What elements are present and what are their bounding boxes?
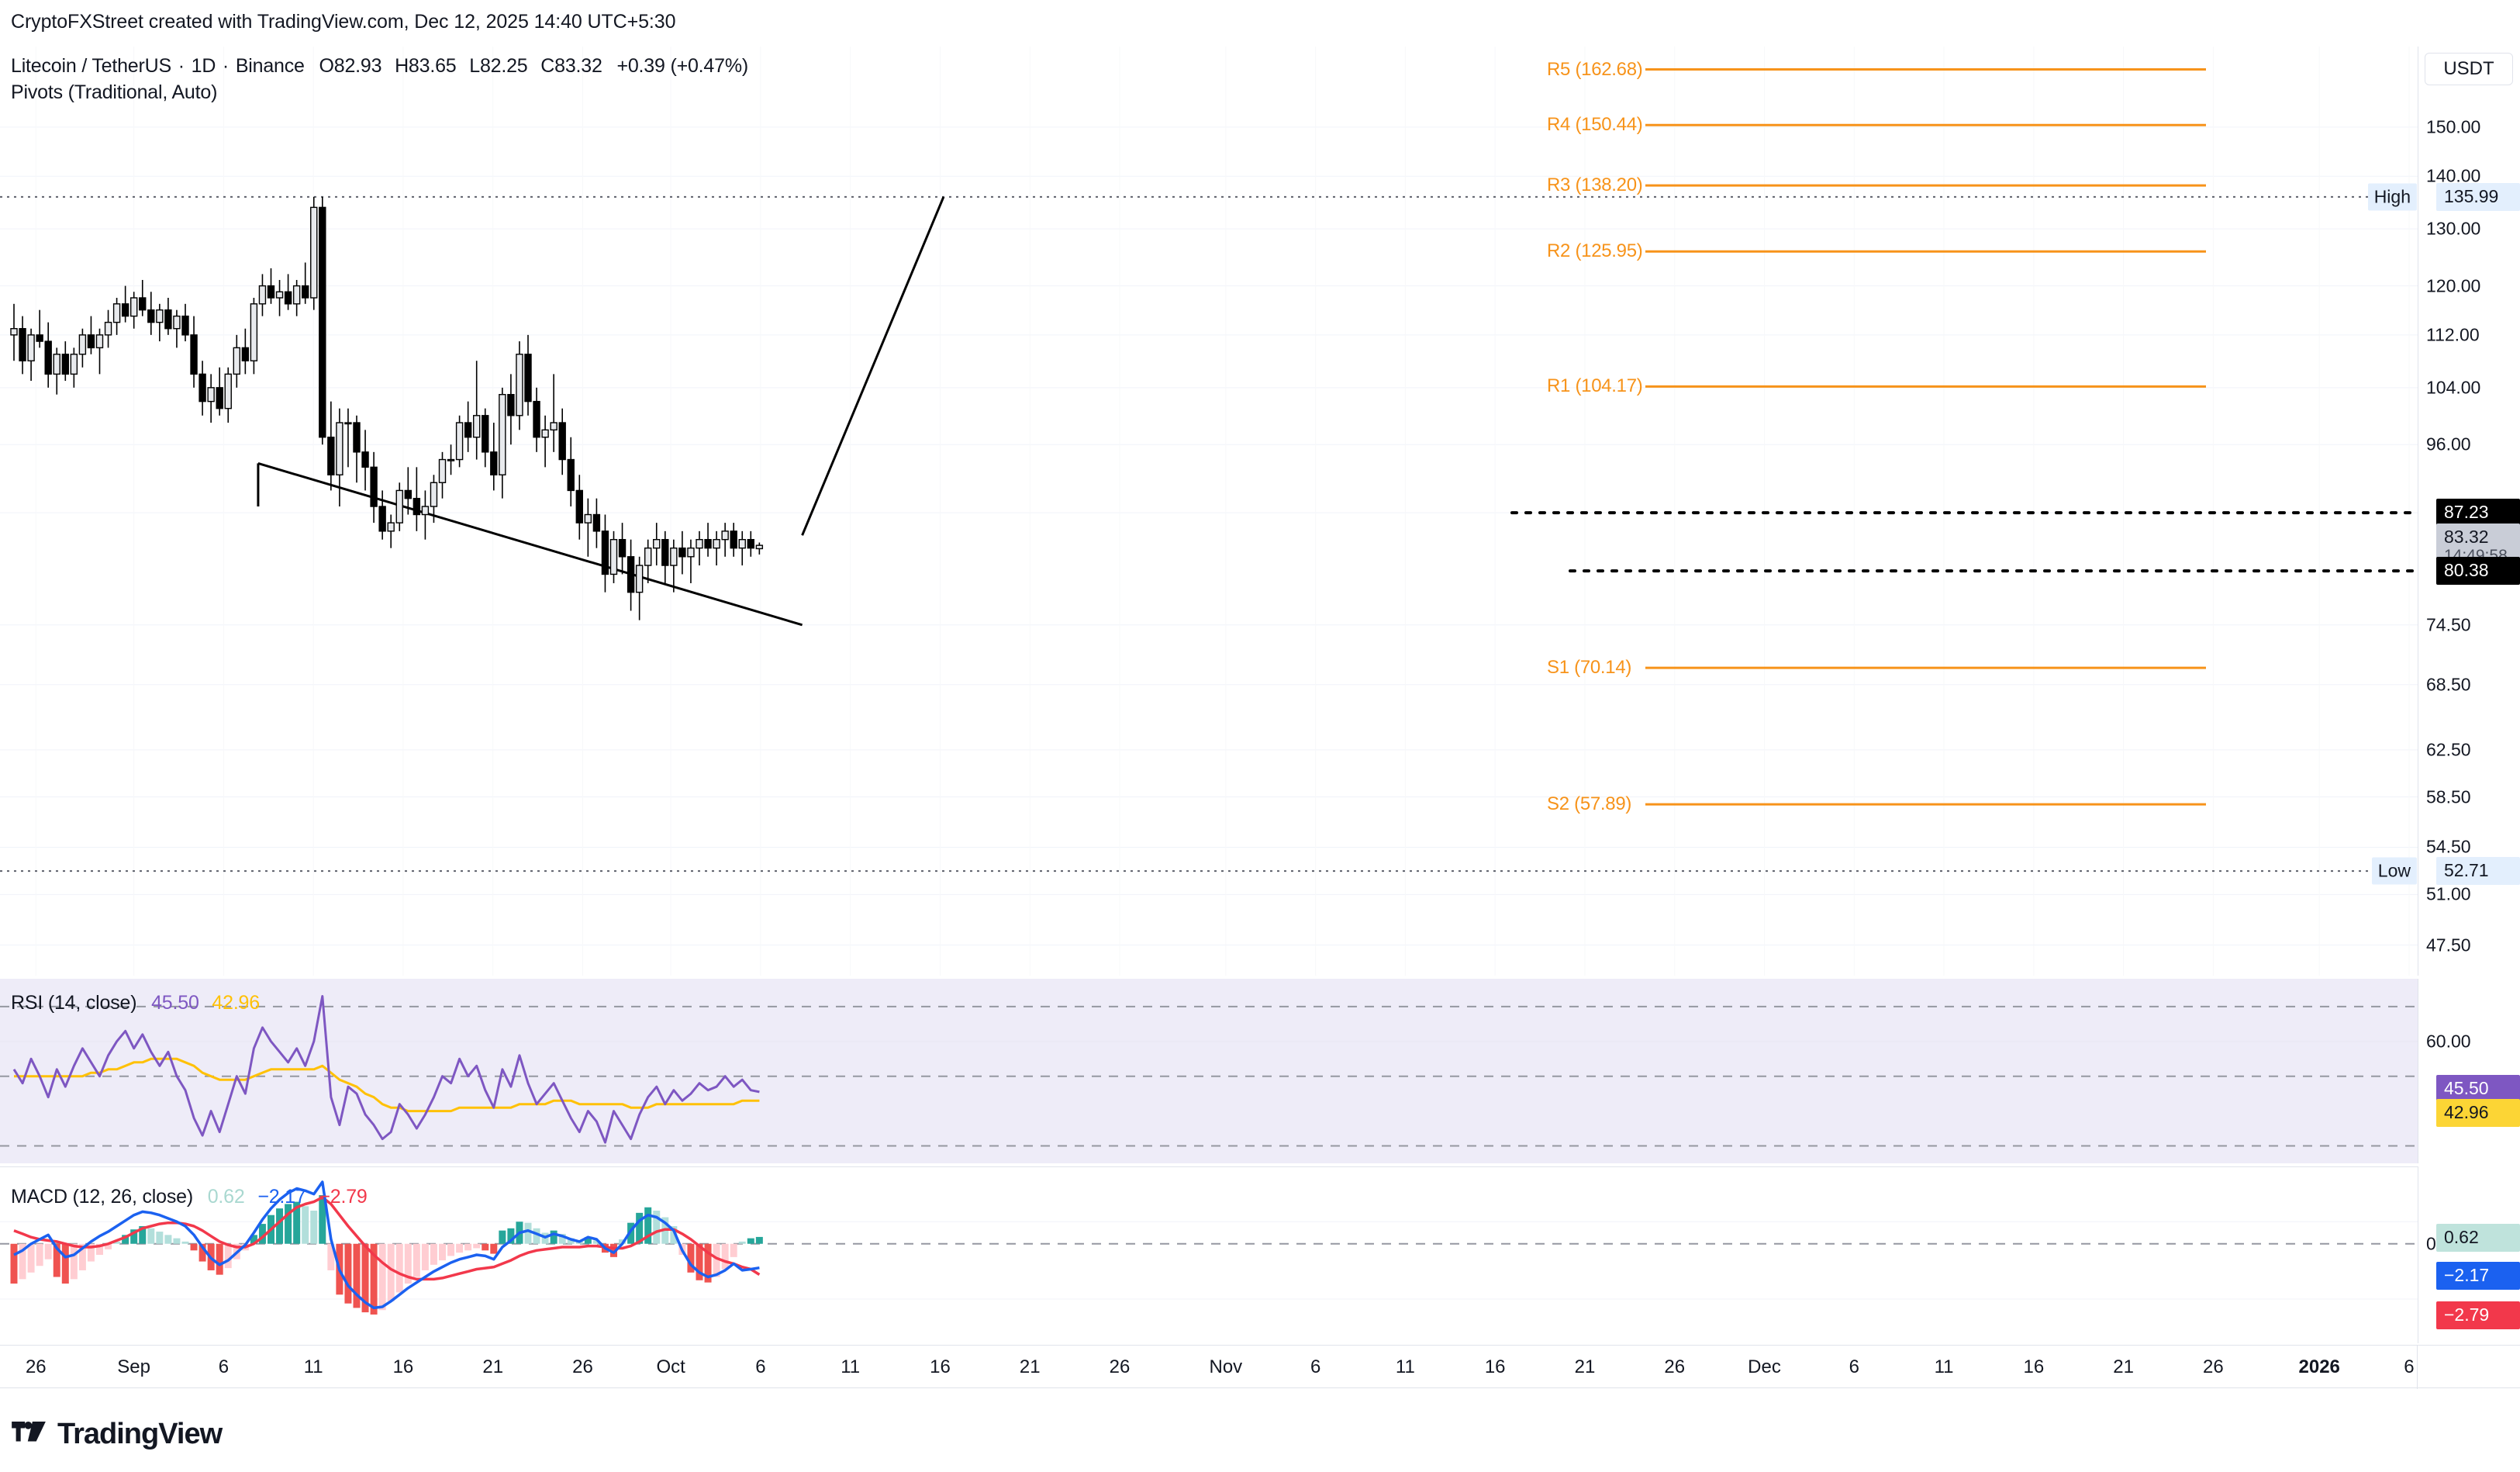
time-axis-tick: 16 — [930, 1356, 951, 1377]
rsi-value-badge[interactable]: 45.50 — [2436, 1074, 2520, 1103]
time-axis-tick: 6 — [755, 1356, 766, 1377]
currency-label: USDT — [2443, 58, 2494, 79]
period-low-badge[interactable]: 52.71 — [2436, 857, 2520, 886]
tradingview-wordmark: TradingView — [57, 1418, 223, 1450]
price-axis-tick: 140.00 — [2426, 165, 2481, 186]
resistance-level-badge[interactable]: 87.23 — [2436, 499, 2520, 527]
macd-line-badge[interactable]: −2.17 — [2436, 1261, 2520, 1290]
price-pane[interactable]: USDT 150.00 140.00 130.00 120.00 112.00 104.0… — [0, 47, 2520, 976]
macd-plot-area[interactable] — [0, 1166, 2418, 1343]
price-axis-tick: 120.00 — [2426, 275, 2481, 296]
rsi-scale[interactable]: 60.00 45.50 42.96 — [2418, 979, 2520, 1163]
rsi-axis-tick: 60.00 — [2426, 1031, 2471, 1052]
pivot-level-label[interactable]: R4 (150.44) — [1547, 114, 1643, 136]
macd-scale[interactable]: 0.000.62−2.17−2.79 — [2418, 1166, 2520, 1343]
time-axis-tick: 26 — [2203, 1356, 2224, 1377]
time-axis-tick: Sep — [117, 1356, 150, 1377]
time-axis-tick: 6 — [218, 1356, 230, 1377]
time-axis-tick: 16 — [1484, 1356, 1506, 1377]
tradingview-logo[interactable]: TradingView — [11, 1418, 223, 1451]
price-axis-tick: 104.00 — [2426, 377, 2481, 398]
price-axis-tick: 74.50 — [2426, 614, 2471, 635]
period-high-value: 135.99 — [2444, 185, 2499, 206]
price-axis-tick: 112.00 — [2426, 324, 2480, 345]
price-axis-tick: 96.00 — [2426, 434, 2471, 454]
price-axis-tick: 54.50 — [2426, 836, 2471, 857]
time-axis-tick: 26 — [1109, 1356, 1131, 1377]
period-high-badge[interactable]: 135.99 — [2436, 182, 2520, 211]
pane-divider — [0, 1166, 2418, 1167]
rsi-ma-badge[interactable]: 42.96 — [2436, 1099, 2520, 1128]
rsi-chart-svg — [0, 979, 2418, 1163]
last-price-value: 83.32 — [2444, 527, 2489, 548]
pivot-level-label[interactable]: R2 (125.95) — [1547, 240, 1643, 262]
time-axis-tick: 6 — [1849, 1356, 1859, 1377]
time-axis-tick: 21 — [482, 1356, 504, 1377]
currency-chip[interactable]: USDT — [2425, 53, 2513, 85]
time-axis-tick: 11 — [841, 1356, 861, 1377]
period-low-tag: Low — [2371, 857, 2417, 885]
time-axis-tick: 11 — [303, 1356, 323, 1377]
price-axis-tick: 47.50 — [2426, 935, 2471, 955]
rsi-pane[interactable]: 60.00 45.50 42.96 — [0, 979, 2520, 1163]
macd-chart-svg — [0, 1180, 2418, 1315]
rsi-plot-area[interactable] — [0, 979, 2418, 1163]
time-axis-tick: 21 — [1574, 1356, 1596, 1377]
time-axis-tick: 16 — [2023, 1356, 2045, 1377]
time-axis-tick: 2026 — [2298, 1356, 2340, 1377]
price-chart-svg — [0, 47, 2418, 976]
price-plot-area[interactable] — [0, 47, 2418, 976]
price-axis-tick: 150.00 — [2426, 116, 2481, 137]
time-axis-tick: 26 — [572, 1356, 593, 1377]
pivot-level-label[interactable]: R3 (138.20) — [1547, 174, 1643, 196]
resistance-level-value: 87.23 — [2444, 502, 2489, 523]
support-level-value: 80.38 — [2444, 560, 2489, 581]
price-axis-tick: 68.50 — [2426, 674, 2471, 695]
price-axis-tick: 51.00 — [2426, 883, 2471, 904]
attribution-watermark: CryptoFXStreet created with TradingView.… — [11, 11, 676, 33]
time-axis-tick: 21 — [2113, 1356, 2134, 1377]
pivot-level-label[interactable]: R1 (104.17) — [1547, 375, 1643, 397]
time-axis-tick: Oct — [656, 1356, 685, 1377]
time-axis-tick: Dec — [1748, 1356, 1781, 1377]
time-axis-tick: 16 — [392, 1356, 414, 1377]
tradingview-mark-icon — [12, 1421, 46, 1441]
time-axis-tick: 21 — [1019, 1356, 1041, 1377]
price-scale[interactable]: USDT 150.00 140.00 130.00 120.00 112.00 104.0… — [2418, 47, 2520, 976]
time-axis-tick: 6 — [2404, 1356, 2415, 1377]
macd-pane[interactable]: 0.000.62−2.17−2.79 — [0, 1166, 2520, 1343]
axis-divider — [2417, 1346, 2418, 1389]
pivot-level-label[interactable]: S2 (57.89) — [1547, 793, 1632, 815]
time-axis-tick: 11 — [1934, 1356, 1954, 1377]
price-axis-tick: 130.00 — [2426, 218, 2481, 239]
pivot-level-label[interactable]: S1 (70.14) — [1547, 657, 1632, 679]
price-axis-tick: 58.50 — [2426, 786, 2471, 807]
macd-hist-badge[interactable]: 0.62 — [2436, 1223, 2520, 1252]
time-axis-tick: 11 — [1395, 1356, 1415, 1377]
period-low-value: 52.71 — [2444, 860, 2489, 881]
time-axis[interactable]: 26 Sep 6 11 16 21 26 Oct 6 11 16 21 26 Nov 6 11 16 21 26 De… — [0, 1345, 2520, 1389]
price-axis-tick: 62.50 — [2426, 739, 2471, 760]
support-level-badge[interactable]: 80.38 — [2436, 557, 2520, 586]
period-high-tag: High — [2367, 183, 2417, 211]
time-axis-tick: 6 — [1310, 1356, 1321, 1377]
macd-signal-badge[interactable]: −2.79 — [2436, 1301, 2520, 1329]
time-axis-tick: 26 — [1664, 1356, 1686, 1377]
time-axis-tick: Nov — [1209, 1356, 1243, 1377]
pivot-level-label[interactable]: R5 (162.68) — [1547, 58, 1643, 80]
time-axis-tick: 26 — [25, 1356, 47, 1377]
